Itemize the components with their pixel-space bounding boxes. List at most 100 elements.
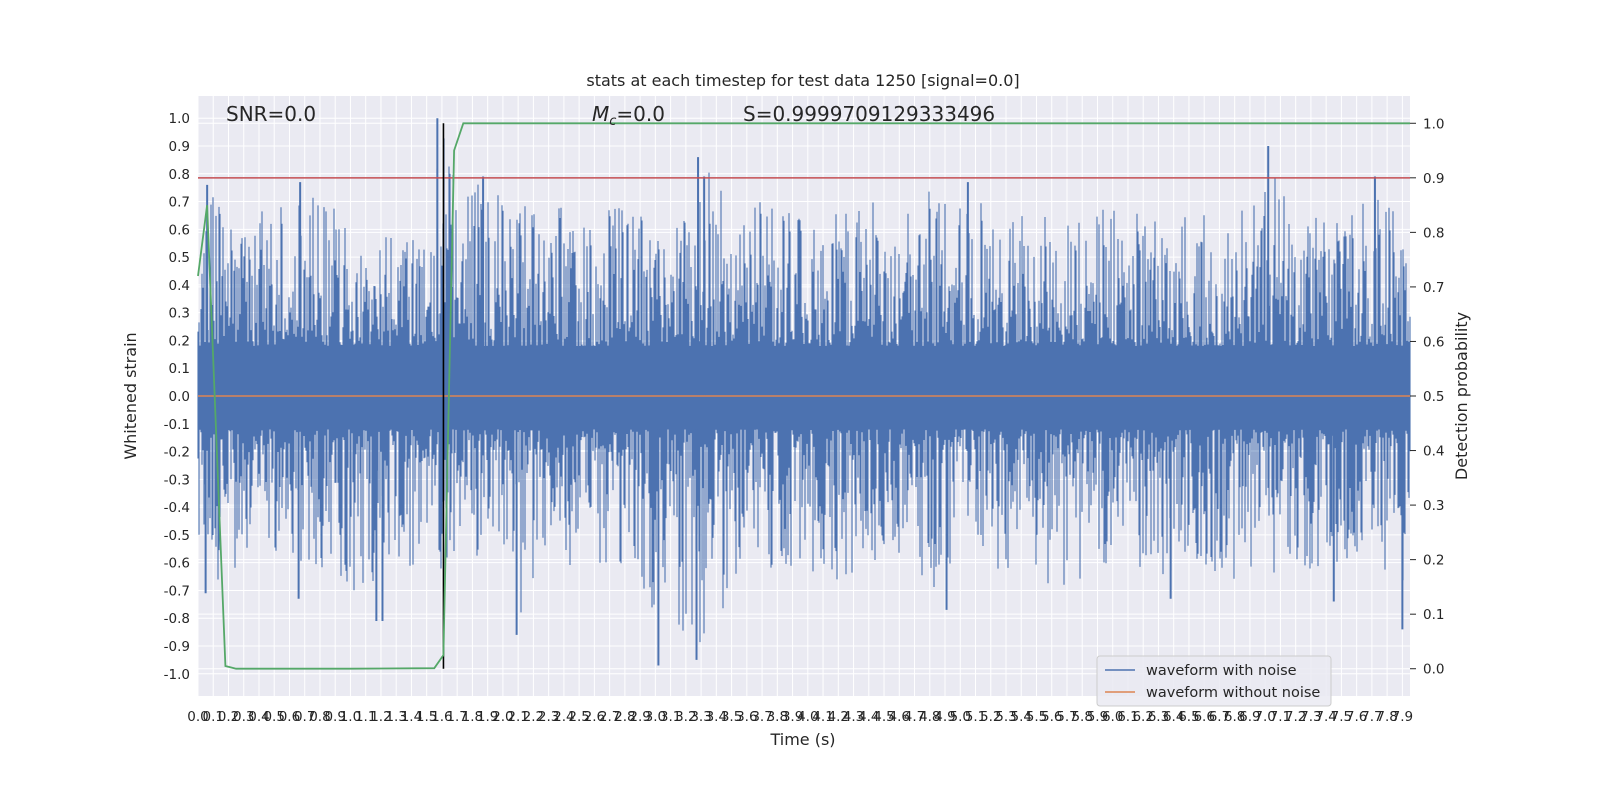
x-tick-label: 7.8 [1376,709,1397,725]
x-tick-label: 2.4 [553,709,574,725]
x-tick-label: 1.6 [431,709,452,725]
x-tick-label: 5.5 [1026,709,1047,725]
y2-tick-label: 0.7 [1423,280,1444,296]
y-tick-label: -0.5 [164,528,190,544]
x-tick-label: 5.9 [1087,709,1108,725]
y2-tick-label: 1.0 [1423,116,1444,132]
y-tick-label: -0.9 [164,639,190,655]
x-tick-label: 3.8 [767,709,788,725]
mc-annotation: Mc=0.0 [592,102,665,129]
noise-core-band [198,348,1410,430]
y-tick-label: -0.2 [164,445,190,461]
x-tick-label: 7.3 [1300,709,1321,725]
x-tick-label: 5.6 [1041,709,1062,725]
x-tick-label: 4.5 [873,709,894,725]
x-tick-label: 2.1 [507,709,528,725]
x-tick-label: 5.7 [1056,709,1077,725]
x-tick-label: 6.2 [1132,709,1153,725]
x-tick-label: 2.2 [523,709,544,725]
y-tick-label: 0.9 [169,139,190,155]
y2-axis-ticks: 1.0 0.9 0.8 0.7 0.6 0.5 0.4 0.3 0.2 0.1 0.0 [1410,116,1444,678]
x-axis-label: Time (s) [769,730,835,749]
x-tick-label: 4.8 [919,709,940,725]
y-tick-label: -0.3 [164,472,190,488]
legend-box [1096,655,1332,707]
x-tick-label: 1.9 [477,709,498,725]
x-tick-label: 7.7 [1361,709,1382,725]
legend-label-noise: waveform with noise [1146,663,1297,679]
x-tick-label: 0.4 [248,709,269,725]
lines [197,122,1410,670]
x-tick-label: 3.9 [782,709,803,725]
y-tick-label: -0.4 [164,500,190,516]
x-tick-label: 1.3 [385,709,406,725]
x-tick-label: 4.1 [812,709,833,725]
x-tick-label: 7.1 [1270,709,1291,725]
x-tick-label: 3.2 [675,709,696,725]
x-tick-label: 0.7 [294,709,315,725]
y2-tick-label: 0.9 [1423,171,1444,187]
x-tick-label: 6.7 [1209,709,1230,725]
x-tick-label: 1.0 [340,709,361,725]
waveform-with-noise-series [197,118,1411,666]
s-annotation: S=0.9999709129333496 [743,102,995,126]
x-tick-label: 6.9 [1239,709,1260,725]
x-tick-label: 3.6 [736,709,757,725]
y-tick-label: -1.0 [164,667,190,683]
x-tick-label: 2.7 [599,709,620,725]
x-tick-label: 3.4 [706,709,727,725]
x-tick-label: 0.6 [279,709,300,725]
x-tick-label: 0.2 [218,709,239,725]
x-tick-label: 6.3 [1148,709,1169,725]
snr-annotation: SNR=0.0 [226,102,316,126]
x-tick-label: 1.8 [462,709,483,725]
x-tick-label: 6.5 [1178,709,1199,725]
x-tick-label: 6.0 [1102,709,1123,725]
x-tick-label: 1.1 [355,709,376,725]
y2-tick-label: 0.5 [1423,389,1444,405]
x-tick-label: 4.0 [797,709,818,725]
x-tick-label: 1.5 [416,709,437,725]
x-tick-label: 2.3 [538,709,559,725]
x-tick-label: 5.8 [1071,709,1092,725]
x-tick-label: 5.3 [995,709,1016,725]
x-tick-label: 1.7 [446,709,467,725]
x-tick-label: 3.7 [751,709,772,725]
x-tick-label: 2.9 [629,709,650,725]
y2-tick-label: 0.8 [1423,225,1444,241]
y-tick-label: -0.6 [164,556,190,572]
y-tick-label: 0.6 [169,222,190,238]
y-tick-label: 0.4 [169,278,190,294]
legend-label-clean: waveform without noise [1146,685,1320,701]
x-tick-label: 6.8 [1224,709,1245,725]
x-tick-label: 4.4 [858,709,879,725]
x-tick-label: 7.0 [1254,709,1275,725]
x-tick-label: 4.9 [934,709,955,725]
x-tick-label: 6.6 [1193,709,1214,725]
y-tick-label: 0.2 [169,333,190,349]
x-tick-label: 6.1 [1117,709,1138,725]
x-tick-label: 1.4 [401,709,422,725]
x-tick-label: 4.3 [843,709,864,725]
y-tick-label: 1.0 [169,111,190,127]
y2-axis-label: Detection probability [1452,312,1471,480]
x-tick-label: 5.4 [1011,709,1032,725]
x-axis-ticks: 0.00.10.20.30.40.50.60.70.80.91.01.11.21… [187,709,1413,725]
x-tick-label: 4.6 [889,709,910,725]
x-tick-label: 5.0 [950,709,971,725]
x-tick-label: 2.6 [584,709,605,725]
x-tick-label: 7.2 [1285,709,1306,725]
y-tick-label: 0.8 [169,167,190,183]
x-tick-label: 0.0 [187,709,208,725]
x-tick-label: 6.4 [1163,709,1184,725]
x-tick-label: 2.8 [614,709,635,725]
detection-probability-line [197,122,1410,670]
x-tick-label: 7.4 [1315,709,1336,725]
x-tick-label: 5.1 [965,709,986,725]
x-tick-label: 7.6 [1346,709,1367,725]
mc-symbol: M [592,102,609,126]
y-tick-label: -0.7 [164,583,190,599]
y-tick-label: 0.5 [169,250,190,266]
x-tick-label: 0.9 [324,709,345,725]
